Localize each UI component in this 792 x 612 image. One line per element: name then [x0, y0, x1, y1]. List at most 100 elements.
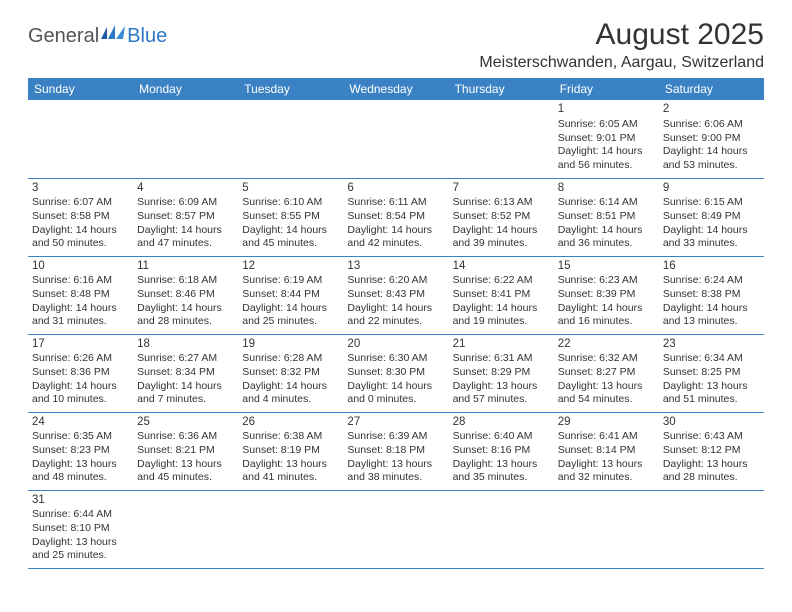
weekday-header: Wednesday	[343, 78, 448, 100]
calendar-week-row: 24Sunrise: 6:35 AMSunset: 8:23 PMDayligh…	[28, 412, 764, 490]
sunrise-text: Sunrise: 6:32 AM	[558, 352, 655, 366]
sunrise-text: Sunrise: 6:07 AM	[32, 196, 129, 210]
calendar-week-row: 31Sunrise: 6:44 AMSunset: 8:10 PMDayligh…	[28, 490, 764, 568]
weekday-header: Thursday	[449, 78, 554, 100]
sunset-text: Sunset: 8:29 PM	[453, 366, 550, 380]
calendar-empty-cell	[659, 490, 764, 568]
sunset-text: Sunset: 8:54 PM	[347, 210, 444, 224]
day-number: 17	[32, 337, 129, 352]
day-number: 10	[32, 259, 129, 274]
day-number: 9	[663, 181, 760, 196]
daylight-text: Daylight: 14 hours and 0 minutes.	[347, 380, 444, 407]
daylight-text: Daylight: 13 hours and 28 minutes.	[663, 458, 760, 485]
calendar-day-cell: 1Sunrise: 6:05 AMSunset: 9:01 PMDaylight…	[554, 100, 659, 178]
sunrise-text: Sunrise: 6:31 AM	[453, 352, 550, 366]
calendar-day-cell: 9Sunrise: 6:15 AMSunset: 8:49 PMDaylight…	[659, 178, 764, 256]
sunrise-text: Sunrise: 6:23 AM	[558, 274, 655, 288]
sunrise-text: Sunrise: 6:26 AM	[32, 352, 129, 366]
sunrise-text: Sunrise: 6:10 AM	[242, 196, 339, 210]
calendar-week-row: 1Sunrise: 6:05 AMSunset: 9:01 PMDaylight…	[28, 100, 764, 178]
daylight-text: Daylight: 14 hours and 31 minutes.	[32, 302, 129, 329]
calendar-day-cell: 28Sunrise: 6:40 AMSunset: 8:16 PMDayligh…	[449, 412, 554, 490]
day-number: 20	[347, 337, 444, 352]
sunrise-text: Sunrise: 6:15 AM	[663, 196, 760, 210]
sunrise-text: Sunrise: 6:14 AM	[558, 196, 655, 210]
sunset-text: Sunset: 8:23 PM	[32, 444, 129, 458]
sunrise-text: Sunrise: 6:35 AM	[32, 430, 129, 444]
title-block: August 2025 Meisterschwanden, Aargau, Sw…	[479, 18, 764, 72]
sunset-text: Sunset: 8:25 PM	[663, 366, 760, 380]
sunrise-text: Sunrise: 6:06 AM	[663, 118, 760, 132]
daylight-text: Daylight: 13 hours and 45 minutes.	[137, 458, 234, 485]
sunset-text: Sunset: 8:43 PM	[347, 288, 444, 302]
day-number: 1	[558, 102, 655, 117]
day-number: 24	[32, 415, 129, 430]
daylight-text: Daylight: 14 hours and 16 minutes.	[558, 302, 655, 329]
calendar-day-cell: 19Sunrise: 6:28 AMSunset: 8:32 PMDayligh…	[238, 334, 343, 412]
logo-text-general: General	[28, 25, 99, 48]
calendar-day-cell: 29Sunrise: 6:41 AMSunset: 8:14 PMDayligh…	[554, 412, 659, 490]
calendar-day-cell: 4Sunrise: 6:09 AMSunset: 8:57 PMDaylight…	[133, 178, 238, 256]
sunset-text: Sunset: 8:46 PM	[137, 288, 234, 302]
sunset-text: Sunset: 8:57 PM	[137, 210, 234, 224]
sunrise-text: Sunrise: 6:27 AM	[137, 352, 234, 366]
calendar-day-cell: 18Sunrise: 6:27 AMSunset: 8:34 PMDayligh…	[133, 334, 238, 412]
calendar-day-cell: 17Sunrise: 6:26 AMSunset: 8:36 PMDayligh…	[28, 334, 133, 412]
day-number: 12	[242, 259, 339, 274]
calendar-day-cell: 23Sunrise: 6:34 AMSunset: 8:25 PMDayligh…	[659, 334, 764, 412]
sunrise-text: Sunrise: 6:30 AM	[347, 352, 444, 366]
calendar-day-cell: 13Sunrise: 6:20 AMSunset: 8:43 PMDayligh…	[343, 256, 448, 334]
sunset-text: Sunset: 8:58 PM	[32, 210, 129, 224]
calendar-day-cell: 30Sunrise: 6:43 AMSunset: 8:12 PMDayligh…	[659, 412, 764, 490]
sunset-text: Sunset: 8:27 PM	[558, 366, 655, 380]
sunset-text: Sunset: 8:16 PM	[453, 444, 550, 458]
calendar-empty-cell	[449, 490, 554, 568]
day-number: 2	[663, 102, 760, 117]
sunrise-text: Sunrise: 6:36 AM	[137, 430, 234, 444]
calendar-day-cell: 14Sunrise: 6:22 AMSunset: 8:41 PMDayligh…	[449, 256, 554, 334]
day-number: 4	[137, 181, 234, 196]
calendar-day-cell: 16Sunrise: 6:24 AMSunset: 8:38 PMDayligh…	[659, 256, 764, 334]
daylight-text: Daylight: 14 hours and 45 minutes.	[242, 224, 339, 251]
location-subtitle: Meisterschwanden, Aargau, Switzerland	[479, 54, 764, 72]
weekday-header: Saturday	[659, 78, 764, 100]
sunset-text: Sunset: 9:00 PM	[663, 132, 760, 146]
day-number: 3	[32, 181, 129, 196]
daylight-text: Daylight: 14 hours and 13 minutes.	[663, 302, 760, 329]
sunset-text: Sunset: 8:52 PM	[453, 210, 550, 224]
calendar-day-cell: 15Sunrise: 6:23 AMSunset: 8:39 PMDayligh…	[554, 256, 659, 334]
sunset-text: Sunset: 8:55 PM	[242, 210, 339, 224]
daylight-text: Daylight: 14 hours and 53 minutes.	[663, 145, 760, 172]
logo-text-blue: Blue	[127, 25, 167, 48]
daylight-text: Daylight: 14 hours and 19 minutes.	[453, 302, 550, 329]
daylight-text: Daylight: 14 hours and 39 minutes.	[453, 224, 550, 251]
calendar-empty-cell	[238, 100, 343, 178]
calendar-empty-cell	[554, 490, 659, 568]
header: General Blue August 2025 Meisterschwande…	[28, 18, 764, 72]
day-number: 11	[137, 259, 234, 274]
day-number: 27	[347, 415, 444, 430]
daylight-text: Daylight: 14 hours and 25 minutes.	[242, 302, 339, 329]
daylight-text: Daylight: 13 hours and 48 minutes.	[32, 458, 129, 485]
sunset-text: Sunset: 8:48 PM	[32, 288, 129, 302]
daylight-text: Daylight: 14 hours and 28 minutes.	[137, 302, 234, 329]
sunrise-text: Sunrise: 6:13 AM	[453, 196, 550, 210]
page-title: August 2025	[479, 18, 764, 52]
day-number: 26	[242, 415, 339, 430]
day-number: 8	[558, 181, 655, 196]
flag-icon	[101, 24, 127, 47]
sunset-text: Sunset: 8:14 PM	[558, 444, 655, 458]
weekday-header: Friday	[554, 78, 659, 100]
weekday-header: Sunday	[28, 78, 133, 100]
daylight-text: Daylight: 14 hours and 33 minutes.	[663, 224, 760, 251]
calendar-empty-cell	[343, 490, 448, 568]
logo: General Blue	[28, 24, 167, 49]
daylight-text: Daylight: 14 hours and 10 minutes.	[32, 380, 129, 407]
day-number: 13	[347, 259, 444, 274]
sunset-text: Sunset: 8:32 PM	[242, 366, 339, 380]
day-number: 14	[453, 259, 550, 274]
day-number: 6	[347, 181, 444, 196]
calendar-empty-cell	[133, 100, 238, 178]
calendar-day-cell: 24Sunrise: 6:35 AMSunset: 8:23 PMDayligh…	[28, 412, 133, 490]
calendar-body: 1Sunrise: 6:05 AMSunset: 9:01 PMDaylight…	[28, 100, 764, 568]
